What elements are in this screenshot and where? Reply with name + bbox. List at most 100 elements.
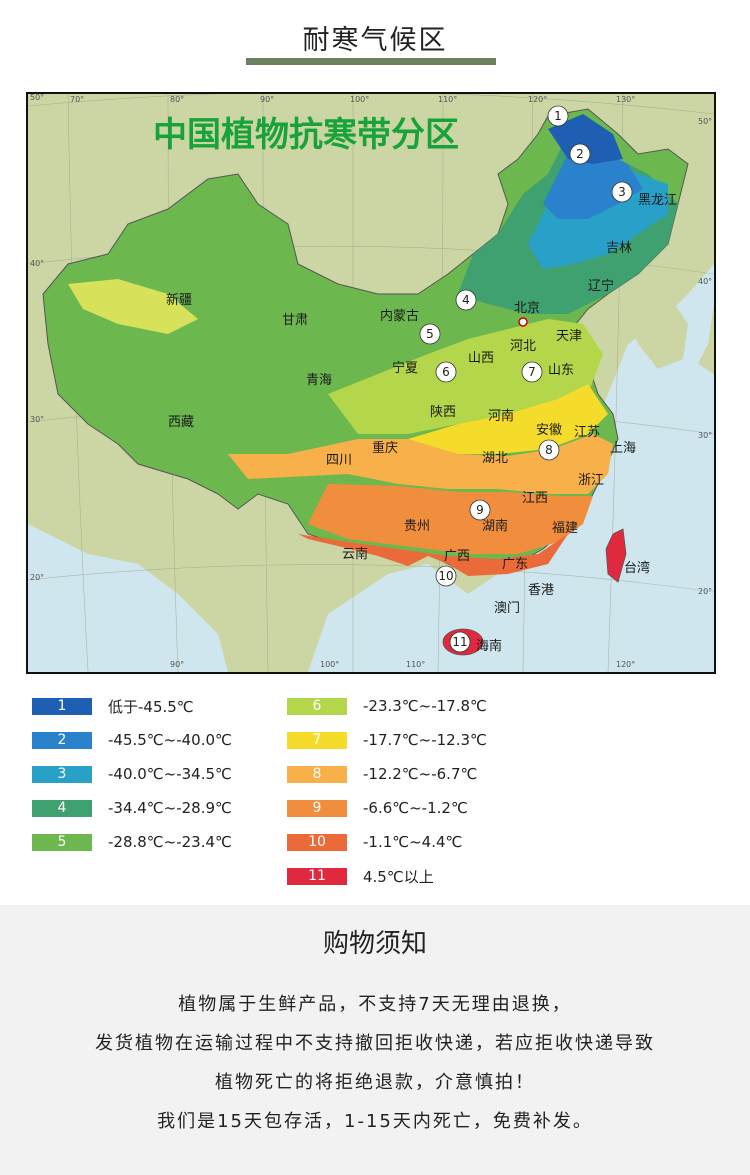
region-label: 西藏 (168, 415, 194, 430)
top-longitude-label: 100° (350, 95, 369, 104)
legend-swatch: 9 (287, 799, 347, 817)
legend-range-label: -28.8℃~-23.4℃ (108, 833, 232, 851)
right-latitude-label: 20° (698, 587, 712, 596)
legend-item: 10 -1.1℃~4.4℃ (287, 832, 462, 852)
zone-legend: 1 低于-45.5℃ 2 -45.5℃~-40.0℃ 3 -40.0℃~-34.5℃ 4 -3… (0, 690, 750, 895)
region-label: 浙江 (578, 473, 604, 488)
bottom-longitude-label: 100° (320, 660, 339, 669)
region-label: 山东 (548, 363, 574, 378)
zone-marker-circle (449, 631, 471, 653)
zone-marker-number: 8 (545, 443, 553, 457)
zone-marker: 10 (435, 565, 457, 587)
legend-swatch: 2 (32, 731, 92, 749)
region-label: 广西 (444, 549, 470, 564)
region-label: 宁夏 (392, 360, 418, 376)
zone-6-area-xinjiang (68, 279, 198, 334)
zone-marker-number: 5 (426, 327, 434, 341)
region-label: 湖北 (482, 451, 508, 466)
zone-marker-circle (435, 361, 457, 383)
region-label: 福建 (552, 521, 578, 536)
region-label: 河北 (510, 339, 536, 354)
zone-marker: 9 (469, 499, 491, 521)
map-title: 中国植物抗寒带分区 (153, 115, 459, 155)
zone-marker-number: 1 (554, 109, 562, 123)
zone-9-area (308, 484, 593, 554)
zone-marker: 8 (538, 439, 560, 461)
region-label: 甘肃 (282, 313, 308, 328)
zone-marker-circle (521, 361, 543, 383)
legend-swatch: 3 (32, 765, 92, 783)
page-header-title: 耐寒气候区 (302, 25, 448, 56)
top-longitude-label: 90° (260, 95, 274, 104)
zone-8-area (228, 434, 613, 494)
legend-range-label: -6.6℃~-1.2℃ (363, 799, 468, 817)
legend-range-label: -17.7℃~-12.3℃ (363, 731, 487, 749)
legend-swatch: 6 (287, 697, 347, 715)
zone-marker-number: 9 (476, 503, 484, 517)
zone-marker-circle (469, 499, 491, 521)
legend-range-label: -23.3℃~-17.8℃ (363, 697, 487, 715)
region-label: 黑龙江 (638, 193, 677, 208)
region-label: 贵州 (404, 519, 430, 534)
region-label: 湖南 (482, 518, 508, 534)
legend-range-label: -45.5℃~-40.0℃ (108, 731, 232, 749)
legend-item: 1 低于-45.5℃ (32, 696, 194, 716)
region-label: 澳门 (494, 600, 520, 616)
legend-item: 2 -45.5℃~-40.0℃ (32, 730, 232, 750)
region-label: 内蒙古 (380, 308, 419, 324)
zone-marker-number: 4 (462, 293, 470, 307)
right-latitude-label: 40° (698, 277, 712, 286)
zone-6-area (328, 319, 603, 434)
legend-swatch: 5 (32, 833, 92, 851)
zone-marker-circle (547, 105, 569, 127)
notice-line-1: 植物属于生鲜产品，不支持7天无理由退换， (178, 994, 572, 1015)
left-latitude-label: 40° (30, 259, 44, 268)
region-label: 河南 (488, 408, 514, 424)
region-label: 江西 (522, 491, 548, 506)
top-longitude-label: 80° (170, 95, 184, 104)
zone-marker-circle (455, 289, 477, 311)
legend-swatch: 7 (287, 731, 347, 749)
notice-title: 购物须知 (322, 929, 427, 959)
region-label: 北京 (514, 301, 540, 316)
region-label: 上海 (610, 441, 636, 456)
bottom-longitude-label: 110° (406, 660, 425, 669)
legend-item: 4 -34.4℃~-28.9℃ (32, 798, 232, 818)
legend-range-label: -34.4℃~-28.9℃ (108, 799, 232, 817)
legend-range-label: 4.5℃以上 (363, 867, 434, 886)
region-label: 山西 (468, 351, 494, 366)
zone-marker-circle (611, 181, 633, 203)
shopping-notice: 购物须知 植物属于生鲜产品，不支持7天无理由退换， 发货植物在运输过程中不支持撤… (0, 905, 750, 1175)
legend-item: 9 -6.6℃~-1.2℃ (287, 798, 468, 818)
zone-marker-circle (569, 143, 591, 165)
zone-marker-number: 7 (528, 365, 536, 379)
zone-marker: 7 (521, 361, 543, 383)
zone-marker-number: 6 (442, 365, 450, 379)
region-label: 吉林 (606, 241, 632, 256)
china-hardiness-map: 中国植物抗寒带分区 70° 80° 90° 100° 110° 120° 1 30° 90° 10… (26, 92, 716, 674)
zone-10-area (298, 534, 568, 576)
bottom-longitude-label: 120° (616, 660, 635, 669)
left-latitude-label: 30° (30, 415, 44, 424)
bottom-longitude-label: 90° (170, 660, 184, 669)
top-longitude-label: 120° (528, 95, 547, 104)
zone-marker-circle (419, 323, 441, 345)
zone-marker-number: 2 (576, 147, 584, 161)
zone-7-area (408, 384, 608, 454)
right-latitude-label: 30° (698, 431, 712, 440)
top-longitude-label: 70° (70, 95, 84, 104)
zone-marker-number: 3 (618, 185, 626, 199)
region-label: 天津 (556, 329, 582, 344)
legend-item: 7 -17.7℃~-12.3℃ (287, 730, 487, 750)
legend-range-label: 低于-45.5℃ (108, 697, 194, 716)
region-label: 江苏 (574, 424, 600, 440)
taiwan-island (605, 528, 627, 583)
legend-item: 6 -23.3℃~-17.8℃ (287, 696, 487, 716)
zone-marker: 2 (569, 143, 591, 165)
region-label: 四川 (326, 453, 352, 468)
region-label: 台湾 (624, 560, 650, 576)
legend-swatch: 4 (32, 799, 92, 817)
legend-range-label: -12.2℃~-6.7℃ (363, 765, 478, 783)
zone-marker-number: 11 (452, 635, 467, 649)
zone-marker-circle (435, 565, 457, 587)
